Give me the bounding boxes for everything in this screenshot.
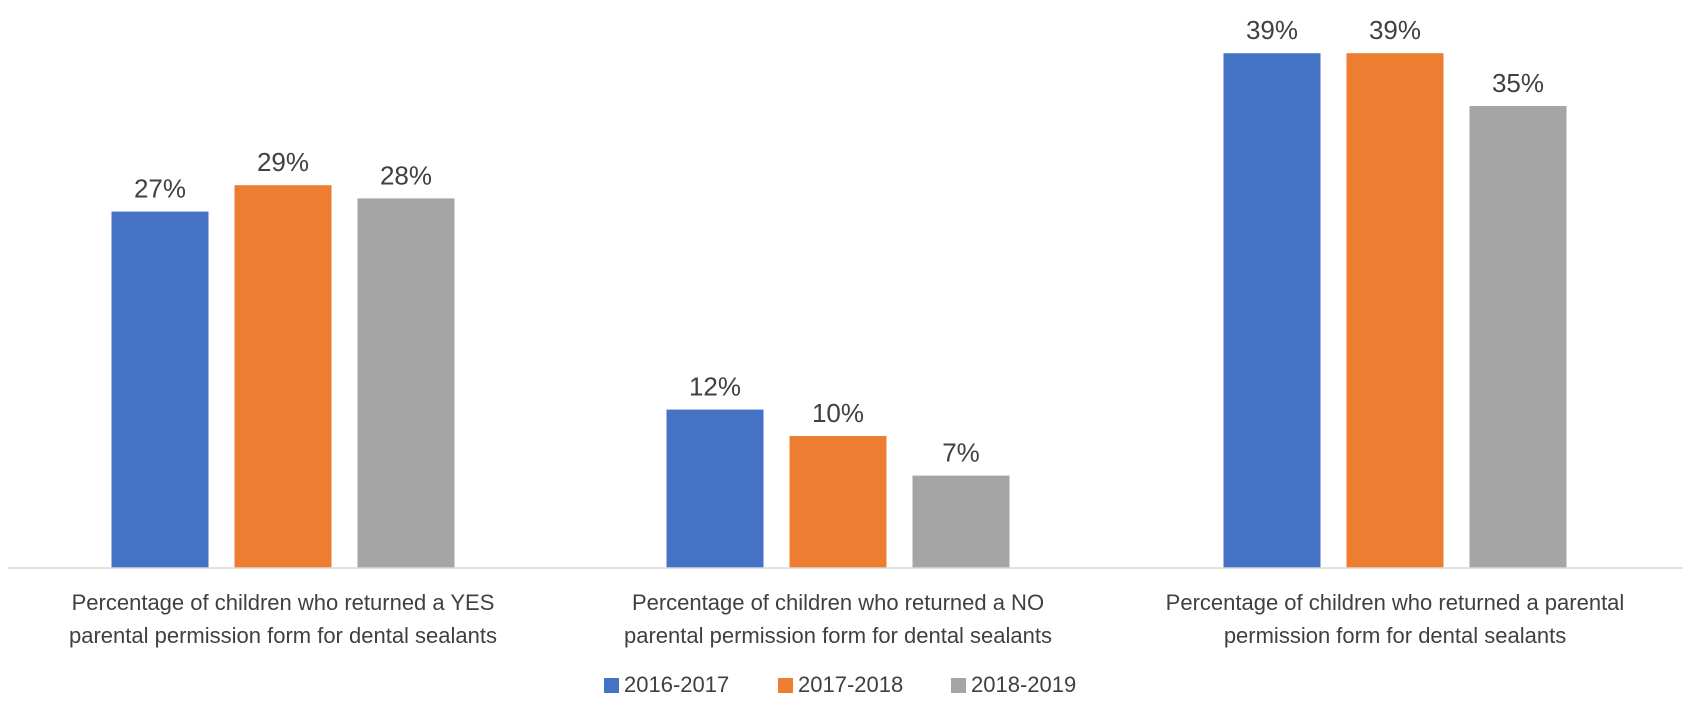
category-label-2-line-1: Percentage of children who returned a NO [632, 590, 1044, 615]
bar-2018-2019-category-2 [912, 475, 1010, 568]
category-labels-layer: Percentage of children who returned a YE… [69, 590, 1624, 648]
legend-label-2018-2019: 2018-2019 [971, 672, 1076, 697]
data-label-2018-2019-category-2: 7% [942, 438, 980, 468]
bar-2017-2018-category-2 [789, 436, 887, 568]
legend-label-2017-2018: 2017-2018 [798, 672, 903, 697]
bars-layer [111, 53, 1567, 568]
bar-2018-2019-category-3 [1469, 106, 1567, 568]
bar-2017-2018-category-1 [234, 185, 332, 568]
data-label-2018-2019-category-3: 35% [1492, 68, 1544, 98]
bar-2018-2019-category-1 [357, 198, 455, 568]
data-label-2016-2017-category-2: 12% [689, 372, 741, 402]
legend: 2016-2017 2017-2018 2018-2019 [604, 672, 1076, 697]
data-label-2017-2018-category-2: 10% [812, 398, 864, 428]
category-label-1-line-2: parental permission form for dental seal… [69, 623, 497, 648]
legend-swatch-2016-2017 [604, 678, 619, 693]
bar-2016-2017-category-3 [1223, 53, 1321, 568]
category-label-3-line-2: permission form for dental sealants [1224, 623, 1566, 648]
data-label-2018-2019-category-1: 28% [380, 160, 432, 190]
data-label-2016-2017-category-1: 27% [134, 174, 186, 204]
legend-swatch-2018-2019 [951, 678, 966, 693]
legend-label-2016-2017: 2016-2017 [624, 672, 729, 697]
category-label-3-line-1: Percentage of children who returned a pa… [1166, 590, 1625, 615]
data-label-2017-2018-category-1: 29% [257, 147, 309, 177]
data-label-2017-2018-category-3: 39% [1369, 15, 1421, 45]
category-label-2-line-2: parental permission form for dental seal… [624, 623, 1052, 648]
data-label-2016-2017-category-3: 39% [1246, 15, 1298, 45]
bar-2016-2017-category-1 [111, 211, 209, 568]
bar-2016-2017-category-2 [666, 409, 764, 568]
legend-swatch-2017-2018 [778, 678, 793, 693]
category-label-1-line-1: Percentage of children who returned a YE… [72, 590, 495, 615]
data-labels-layer: 27% 29% 28% 12% 10% 7% 39% 39% 35% [134, 15, 1544, 467]
bar-2017-2018-category-3 [1346, 53, 1444, 568]
